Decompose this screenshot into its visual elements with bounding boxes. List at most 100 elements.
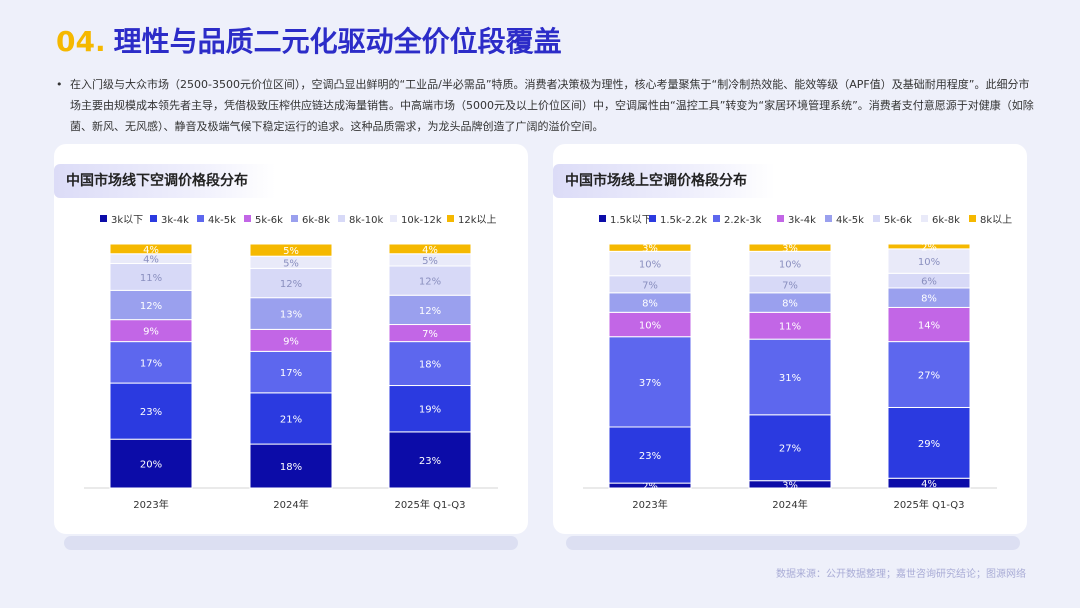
legend-swatch bbox=[390, 215, 397, 222]
legend-label: 1.5k-2.2k bbox=[660, 215, 707, 226]
page-title: 04. 理性与品质二元化驱动全价位段覆盖 bbox=[56, 20, 562, 60]
data-label: 13% bbox=[280, 310, 302, 321]
data-label: 27% bbox=[918, 371, 940, 382]
data-label: 8% bbox=[782, 299, 798, 310]
x-tick-label: 2025年 Q1-Q3 bbox=[893, 498, 964, 511]
data-label: 37% bbox=[639, 378, 661, 389]
legend-swatch bbox=[921, 215, 928, 222]
data-label: 12% bbox=[419, 306, 441, 317]
data-label: 18% bbox=[419, 360, 441, 371]
legend-swatch bbox=[150, 215, 157, 222]
data-label: 4% bbox=[143, 245, 159, 256]
chart-card-offline: 中国市场线下空调价格段分布 3k以下 3k-4k 4k-5k 5k-6k 6k-8k 8k… bbox=[54, 144, 528, 534]
bar-segment bbox=[249, 443, 333, 489]
bar-segment bbox=[109, 243, 193, 255]
legend-swatch bbox=[197, 215, 204, 222]
bar-segment bbox=[887, 243, 971, 250]
bar-segment bbox=[109, 438, 193, 489]
bar-segment bbox=[388, 243, 472, 255]
legend-swatch bbox=[713, 215, 720, 222]
x-tick-label: 2025年 Q1-Q3 bbox=[394, 498, 465, 511]
legend-label: 8k以上 bbox=[980, 214, 1012, 226]
data-label: 9% bbox=[283, 336, 299, 347]
bar-segment bbox=[748, 243, 832, 252]
legend-swatch bbox=[777, 215, 784, 222]
card-shadow-left bbox=[64, 536, 518, 550]
data-label: 3% bbox=[782, 244, 798, 255]
legend-swatch bbox=[873, 215, 880, 222]
data-label: 10% bbox=[639, 321, 661, 332]
data-label: 4% bbox=[921, 479, 937, 490]
data-label: 11% bbox=[779, 322, 801, 333]
chart-legend: 3k以下 3k-4k 4k-5k 5k-6k 6k-8k 8k-10k 10k-12k 12k… bbox=[100, 214, 497, 226]
chart-offline: 3k以下 3k-4k 4k-5k 5k-6k 6k-8k 8k-10k 10k-12k 12k… bbox=[84, 214, 498, 511]
data-label: 7% bbox=[782, 280, 798, 291]
bar-segment bbox=[887, 306, 971, 343]
legend-label: 2.2k-3k bbox=[724, 215, 762, 226]
legend-label: 4k-5k bbox=[836, 215, 864, 226]
bar-segment bbox=[249, 350, 333, 394]
legend-swatch bbox=[969, 215, 976, 222]
data-label: 4% bbox=[422, 245, 438, 256]
data-label: 10% bbox=[779, 260, 801, 271]
data-label: 23% bbox=[140, 407, 162, 418]
data-label: 12% bbox=[419, 277, 441, 288]
data-label: 11% bbox=[140, 273, 162, 284]
bar-segment bbox=[249, 267, 333, 299]
data-label: 3% bbox=[642, 244, 658, 255]
data-source: 数据来源：公开数据整理；嘉世咨询研究结论；图源网络 bbox=[776, 569, 1026, 580]
bar-segment bbox=[748, 414, 832, 482]
bar-segment bbox=[109, 341, 193, 384]
legend-swatch bbox=[447, 215, 454, 222]
data-label: 19% bbox=[419, 405, 441, 416]
section-number: 04. bbox=[56, 25, 106, 58]
card-shadow-right bbox=[566, 536, 1020, 550]
x-tick-label: 2023年 bbox=[133, 498, 168, 511]
data-label: 2% bbox=[921, 242, 937, 253]
legend-swatch bbox=[649, 215, 656, 222]
data-label: 21% bbox=[280, 414, 302, 425]
chart-title-offline: 中国市场线下空调价格段分布 bbox=[54, 164, 276, 198]
bar-segment bbox=[887, 341, 971, 408]
chart-card-online: 中国市场线上空调价格段分布 1.5k以下 1.5k-2.2k 2.2k-3k 3k-4… bbox=[553, 144, 1027, 534]
bar-segment bbox=[109, 263, 193, 291]
bar-segment bbox=[249, 297, 333, 330]
data-label: 14% bbox=[918, 321, 940, 332]
legend-label: 3k以下 bbox=[111, 215, 143, 226]
data-label: 29% bbox=[918, 439, 940, 450]
data-label: 5% bbox=[422, 256, 438, 267]
data-label: 12% bbox=[280, 279, 302, 290]
data-label: 5% bbox=[283, 246, 299, 257]
description: • 在入门级与大众市场（2500-3500元价位区间），空调凸显出鲜明的“工业品… bbox=[56, 74, 1036, 137]
legend-label: 10k-12k bbox=[401, 215, 442, 226]
data-label: 23% bbox=[639, 451, 661, 462]
title-text: 理性与品质二元化驱动全价位段覆盖 bbox=[113, 25, 562, 58]
legend-swatch bbox=[100, 215, 107, 222]
bar-segment bbox=[748, 250, 832, 277]
bar-segment bbox=[608, 243, 692, 252]
chart-legend: 1.5k以下 1.5k-2.2k 2.2k-3k 3k-4k 4k-5k 5k-6k 6k-… bbox=[599, 214, 1012, 226]
bar-segment bbox=[249, 392, 333, 445]
legend-label: 8k-10k bbox=[349, 215, 383, 226]
data-label: 18% bbox=[280, 462, 302, 473]
data-label: 20% bbox=[140, 460, 162, 471]
data-label: 31% bbox=[779, 373, 801, 384]
data-label: 7% bbox=[642, 280, 658, 291]
data-label: 9% bbox=[143, 327, 159, 338]
legend-swatch bbox=[825, 215, 832, 222]
data-label: 8% bbox=[642, 299, 658, 310]
data-label: 3% bbox=[782, 480, 798, 491]
bar-segment bbox=[109, 289, 193, 321]
data-label: 27% bbox=[779, 444, 801, 455]
data-label: 7% bbox=[422, 329, 438, 340]
bar-segment bbox=[249, 243, 333, 257]
bar-segment bbox=[748, 338, 832, 416]
bullet-icon: • bbox=[56, 78, 63, 91]
data-label: 12% bbox=[140, 301, 162, 312]
legend-swatch bbox=[291, 215, 298, 222]
x-tick-label: 2023年 bbox=[632, 498, 667, 511]
data-label: 17% bbox=[280, 368, 302, 379]
data-label: 5% bbox=[283, 258, 299, 269]
data-label: 17% bbox=[140, 358, 162, 369]
data-label: 10% bbox=[918, 257, 940, 268]
